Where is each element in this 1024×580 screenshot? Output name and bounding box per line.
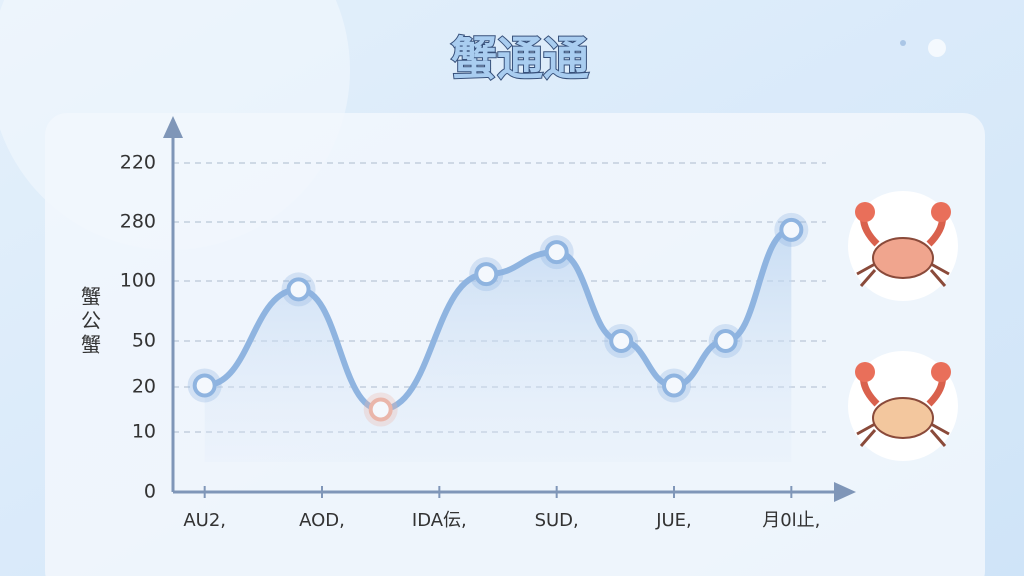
y-tick-label: 10 <box>132 421 156 443</box>
y-tick-label: 0 <box>144 481 156 503</box>
point <box>609 329 634 353</box>
x-tick-label: AU2, <box>183 510 226 531</box>
y-axis-label: 蟹公蟹 <box>78 286 102 358</box>
point <box>662 373 687 398</box>
point <box>368 397 393 422</box>
y-axis-arrow <box>163 116 183 138</box>
x-axis-arrow <box>834 482 856 502</box>
y-tick-label: 20 <box>132 376 156 398</box>
y-tick-label: 100 <box>120 270 156 292</box>
x-tick-label: JUE, <box>655 510 692 531</box>
x-tick-label: IDA伝, <box>412 510 467 531</box>
point <box>192 373 217 398</box>
point <box>544 240 569 265</box>
decor-dot <box>900 40 906 46</box>
point <box>286 277 311 302</box>
y-tick-label: 280 <box>120 211 156 233</box>
plot: 0 10 20 50 100 280 220 AU2, AOD, IDA伝, SUD, JUE, 月0l… <box>120 152 826 531</box>
point <box>779 217 804 242</box>
area <box>204 229 792 462</box>
decor-dot <box>928 39 946 57</box>
y-tick-label: 50 <box>132 330 156 352</box>
x-tick-label: SUD, <box>535 510 579 531</box>
y-tick-label: 220 <box>120 152 156 174</box>
chart-title: 蟹通通 <box>451 32 589 86</box>
crab-icon <box>848 351 958 461</box>
point <box>474 262 499 287</box>
x-tick-label: AOD, <box>299 510 345 531</box>
x-tick-label: 月0l止, <box>762 510 820 531</box>
line <box>201 226 795 413</box>
point <box>713 329 738 353</box>
crab-icon <box>848 191 958 301</box>
